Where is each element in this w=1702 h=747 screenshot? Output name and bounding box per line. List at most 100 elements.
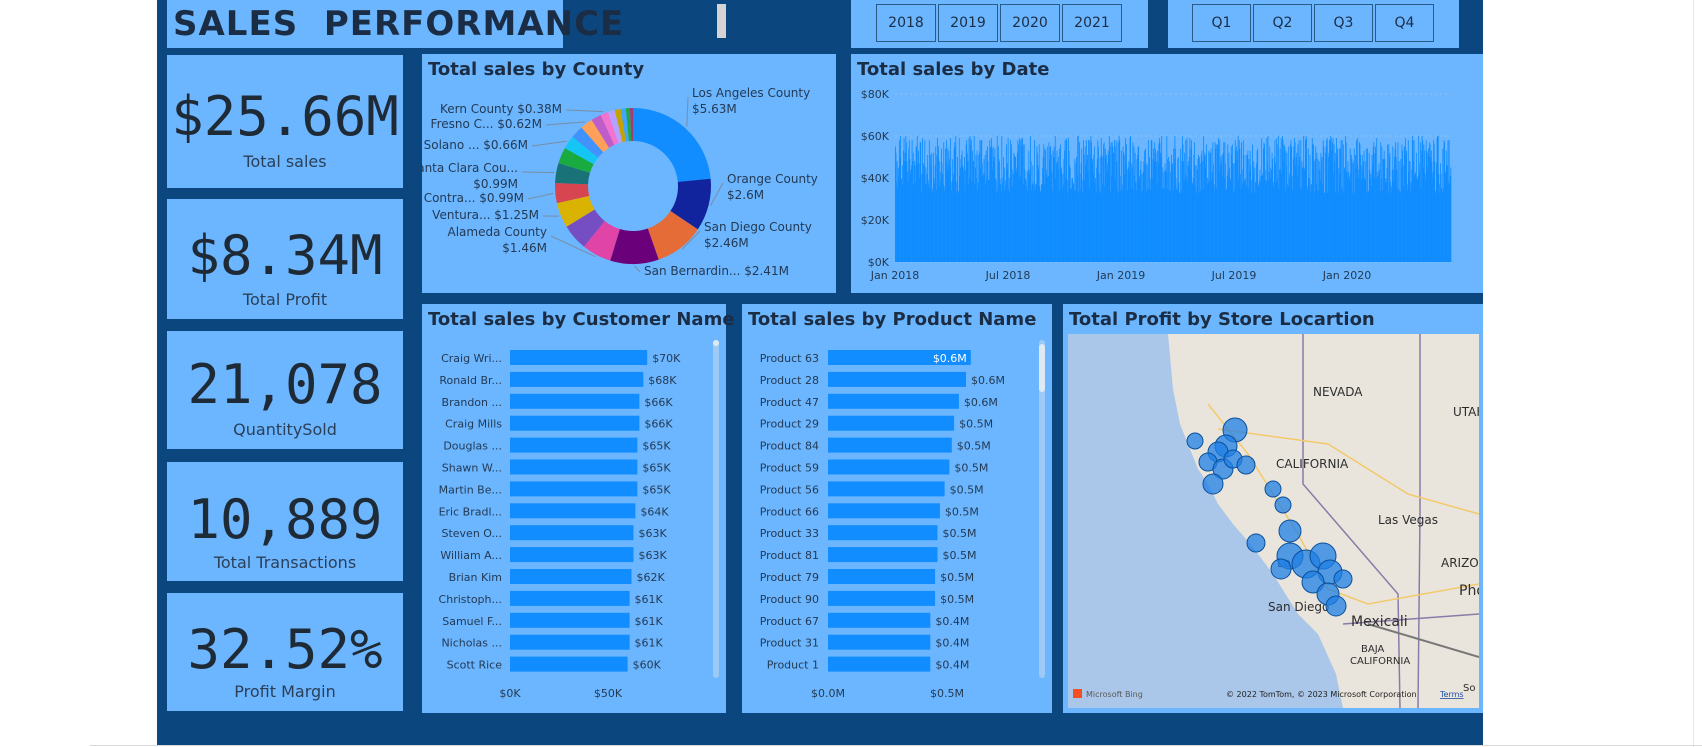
date-column[interactable] — [1009, 140, 1011, 262]
date-column[interactable] — [1187, 165, 1189, 262]
date-column[interactable] — [1043, 184, 1045, 262]
date-column[interactable] — [1203, 157, 1205, 262]
date-column[interactable] — [1412, 140, 1414, 262]
date-column[interactable] — [1330, 136, 1332, 262]
date-column[interactable] — [1422, 140, 1424, 262]
date-column[interactable] — [999, 178, 1001, 262]
date-column[interactable] — [1059, 190, 1061, 262]
date-column[interactable] — [1039, 192, 1041, 262]
date-column[interactable] — [1252, 144, 1253, 262]
date-column[interactable] — [1386, 182, 1387, 262]
date-column[interactable] — [1156, 161, 1157, 262]
date-column[interactable] — [1391, 169, 1393, 262]
date-column[interactable] — [1396, 188, 1398, 263]
date-column[interactable] — [1012, 186, 1014, 262]
date-column[interactable] — [1003, 190, 1005, 262]
date-column[interactable] — [1425, 180, 1426, 262]
date-column[interactable] — [1447, 140, 1449, 262]
date-columns[interactable] — [895, 136, 1452, 263]
date-column[interactable] — [1031, 190, 1033, 262]
date-column[interactable] — [951, 159, 953, 262]
date-column[interactable] — [1158, 144, 1160, 262]
date-column[interactable] — [1191, 140, 1192, 262]
date-column[interactable] — [1430, 157, 1432, 262]
date-column[interactable] — [1300, 140, 1302, 262]
date-column[interactable] — [1413, 161, 1414, 262]
date-column[interactable] — [944, 186, 946, 262]
date-column[interactable] — [1036, 146, 1038, 263]
date-column[interactable] — [1308, 178, 1310, 262]
date-column[interactable] — [1027, 169, 1029, 262]
date-column[interactable] — [1363, 161, 1364, 262]
date-column[interactable] — [1281, 173, 1283, 262]
date-column[interactable] — [980, 167, 981, 263]
date-column[interactable] — [1336, 138, 1337, 262]
date-column[interactable] — [1166, 159, 1168, 262]
date-column[interactable] — [1032, 165, 1034, 262]
date-column[interactable] — [1157, 150, 1159, 262]
date-column[interactable] — [1084, 146, 1086, 263]
date-column[interactable] — [955, 192, 957, 262]
date-column[interactable] — [897, 167, 899, 263]
date-column[interactable] — [1045, 150, 1046, 262]
date-column[interactable] — [1221, 163, 1222, 262]
date-column[interactable] — [1172, 190, 1174, 262]
date-column[interactable] — [1377, 175, 1379, 262]
date-column[interactable] — [1050, 154, 1052, 262]
date-column[interactable] — [973, 161, 975, 262]
date-column[interactable] — [1163, 171, 1165, 262]
date-column[interactable] — [1249, 171, 1251, 262]
date-column[interactable] — [1295, 157, 1297, 262]
bar[interactable] — [510, 590, 630, 606]
date-column[interactable] — [1308, 178, 1310, 262]
quarter-button-q2[interactable]: Q2 — [1253, 4, 1312, 42]
date-column[interactable] — [943, 190, 945, 262]
date-column[interactable] — [1060, 144, 1061, 262]
date-column[interactable] — [1332, 138, 1334, 262]
date-column[interactable] — [1001, 136, 1003, 262]
date-column[interactable] — [963, 171, 965, 262]
date-column[interactable] — [972, 150, 973, 262]
date-column[interactable] — [919, 142, 921, 262]
date-column[interactable] — [1133, 146, 1135, 263]
date-column[interactable] — [1399, 192, 1401, 262]
date-column[interactable] — [1106, 154, 1107, 262]
date-column[interactable] — [1004, 167, 1006, 263]
date-column[interactable] — [1183, 161, 1184, 262]
date-column[interactable] — [1064, 150, 1065, 262]
date-column[interactable] — [1207, 178, 1209, 262]
bar[interactable] — [510, 656, 628, 672]
date-column[interactable] — [1007, 138, 1009, 262]
date-column[interactable] — [1441, 192, 1443, 262]
date-column[interactable] — [1342, 144, 1344, 262]
date-column[interactable] — [946, 169, 948, 262]
date-column[interactable] — [971, 182, 973, 262]
date-column[interactable] — [1220, 157, 1222, 262]
date-column[interactable] — [1046, 173, 1048, 262]
date-column[interactable] — [1095, 178, 1096, 262]
date-column[interactable] — [1057, 161, 1059, 262]
date-column[interactable] — [1425, 140, 1427, 262]
date-column[interactable] — [1072, 178, 1073, 262]
date-column[interactable] — [1204, 167, 1206, 263]
date-column[interactable] — [1191, 182, 1193, 262]
date-column[interactable] — [1301, 161, 1303, 262]
date-column[interactable] — [1202, 188, 1204, 263]
date-column[interactable] — [1370, 173, 1372, 262]
date-column[interactable] — [1238, 180, 1240, 262]
date-column[interactable] — [1109, 146, 1111, 263]
date-column[interactable] — [1150, 140, 1152, 262]
date-column[interactable] — [1104, 186, 1106, 262]
date-column[interactable] — [1160, 152, 1161, 262]
date-column[interactable] — [1268, 171, 1270, 262]
date-column[interactable] — [1014, 154, 1015, 262]
date-column[interactable] — [1179, 192, 1180, 262]
date-column[interactable] — [939, 171, 941, 262]
date-column[interactable] — [1085, 140, 1087, 262]
donut-slice[interactable] — [555, 183, 590, 204]
date-column[interactable] — [1140, 161, 1142, 262]
date-column[interactable] — [1085, 165, 1087, 262]
date-column[interactable] — [978, 154, 980, 262]
year-button-2019[interactable]: 2019 — [938, 4, 998, 42]
date-column[interactable] — [1182, 144, 1184, 262]
